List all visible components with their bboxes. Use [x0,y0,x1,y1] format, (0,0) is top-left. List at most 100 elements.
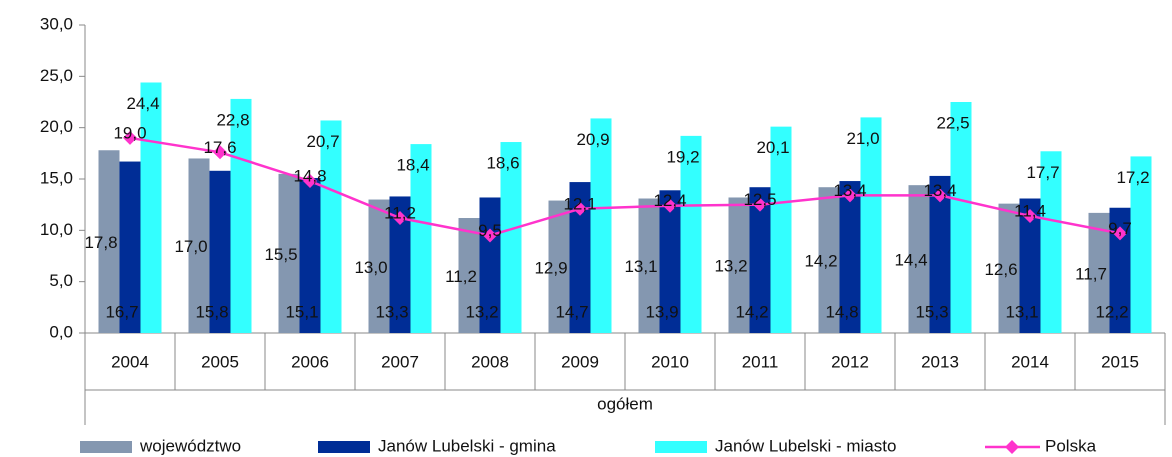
bar [548,200,570,333]
data-label: 13,9 [645,302,678,321]
y-tick-label: 25,0 [40,66,73,85]
bar [950,102,972,333]
marker [1023,208,1037,223]
bar [998,203,1020,333]
bar [389,196,411,333]
data-label: 11,2 [384,203,416,222]
y-tick-label: 15,0 [40,168,73,187]
data-label: 22,5 [936,113,969,132]
data-label: 12,1 [563,194,596,213]
data-label: 11,2 [445,267,477,286]
bar [860,117,882,334]
legend-label: Janów Lubelski - gmina [378,436,556,455]
marker [663,198,677,213]
bar [818,187,840,333]
data-label: 12,5 [743,190,776,209]
bar [278,173,300,333]
bar [458,218,480,333]
bar [728,197,750,333]
bar [500,142,522,333]
bar [839,181,861,333]
bar [188,158,210,333]
marker [843,188,857,203]
bar [410,144,432,333]
data-label: 17,8 [84,233,117,252]
legend-swatch [1005,440,1019,454]
x-tick-label: 2015 [1101,352,1139,371]
x-tick-label: 2010 [651,352,689,371]
legend-label: województwo [139,436,241,455]
x-tick-label: 2007 [381,352,419,371]
marker [753,197,767,212]
x-tick-label: 2004 [111,352,149,371]
bar [770,126,792,333]
data-label: 12,4 [653,191,686,210]
marker [393,211,407,226]
marker [573,201,587,216]
bar [368,199,390,333]
bar [1109,207,1131,333]
bar [479,197,501,333]
legend-label: Janów Lubelski - miasto [715,436,896,455]
bar [590,118,612,333]
x-tick-label: 2012 [831,352,869,371]
data-label: 19,2 [666,147,699,166]
bar [1040,151,1062,333]
y-tick-label: 5,0 [49,271,73,290]
bar [749,187,771,333]
data-label: 12,6 [984,260,1017,279]
marker [303,174,317,189]
data-label: 18,6 [486,154,519,173]
data-label: 17,2 [1116,168,1149,187]
data-label: 15,5 [264,245,297,264]
data-label: 17,7 [1026,163,1059,182]
data-label: 13,2 [465,302,498,321]
y-tick-label: 0,0 [49,322,73,341]
data-label: 20,9 [576,130,609,149]
data-label: 11,7 [1075,264,1107,283]
legend-swatch [318,441,370,453]
marker [933,188,947,203]
data-label: 14,4 [894,251,927,270]
bar [569,182,591,333]
data-label: 13,0 [354,258,387,277]
x-tick-label: 2013 [921,352,959,371]
y-tick-label: 20,0 [40,117,73,136]
bar [230,98,252,333]
bar [119,161,141,333]
data-label: 12,2 [1095,302,1128,321]
data-label: 13,3 [375,302,408,321]
x-tick-label: 2009 [561,352,599,371]
data-label: 20,1 [756,138,789,157]
bar [638,198,660,333]
bar [299,177,321,333]
bar [680,135,702,333]
data-label: 11,4 [1014,201,1046,220]
x-axis-label: ogółem [597,394,653,413]
y-tick-label: 30,0 [40,14,73,33]
data-label: 14,8 [293,167,326,186]
bar [908,185,930,333]
data-label: 20,7 [306,132,339,151]
data-label: 14,7 [555,302,588,321]
bar [659,190,681,333]
bar [1019,198,1041,333]
data-label: 17,6 [203,138,236,157]
data-label: 13,1 [1005,302,1038,321]
y-tick-label: 10,0 [40,220,73,239]
bar [1130,156,1152,333]
data-label: 16,7 [105,302,138,321]
marker [213,145,227,160]
data-label: 24,4 [126,94,159,113]
data-label: 15,1 [285,302,318,321]
x-tick-label: 2008 [471,352,509,371]
data-label: 19,0 [113,123,146,142]
bar [320,120,342,333]
data-label: 18,4 [396,156,429,175]
x-tick-label: 2014 [1011,352,1049,371]
legend-swatch [655,441,707,453]
x-tick-label: 2011 [742,352,779,371]
data-label: 13,4 [923,181,956,200]
legend-swatch [80,441,132,453]
